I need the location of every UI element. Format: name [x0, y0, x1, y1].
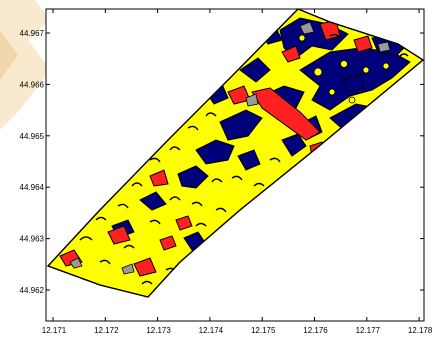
- x-tick-label: 12.172: [94, 326, 119, 335]
- x-tick-label: 12.177: [356, 326, 381, 335]
- zone-yellow-islands: [298, 34, 390, 104]
- y-tick-label: 44.962: [20, 286, 45, 295]
- zone-classes: [59, 17, 411, 285]
- x-tick-label: 12.175: [251, 326, 276, 335]
- x-axis: 12.171 12.172 12.173 12.174 12.175 12.176 12.1…: [42, 9, 433, 335]
- x-tick-label: 12.176: [303, 326, 328, 335]
- field-outline: [46, 8, 425, 298]
- y-tick-label: 44.963: [20, 235, 45, 244]
- y-tick-label: 44.966: [20, 80, 45, 89]
- x-tick-label: 12.174: [199, 326, 224, 335]
- watermark-logo: [0, 0, 50, 130]
- y-tick-label: 44.965: [20, 132, 45, 141]
- x-tick-label: 12.171: [42, 326, 67, 335]
- y-tick-label: 44.964: [20, 183, 45, 192]
- y-axis: 44.967 44.966 44.965 44.964 44.963 44.962: [20, 29, 424, 295]
- x-tick-label: 12.173: [146, 326, 171, 335]
- y-tick-label: 44.967: [20, 29, 45, 38]
- x-tick-label: 12.178: [408, 326, 433, 335]
